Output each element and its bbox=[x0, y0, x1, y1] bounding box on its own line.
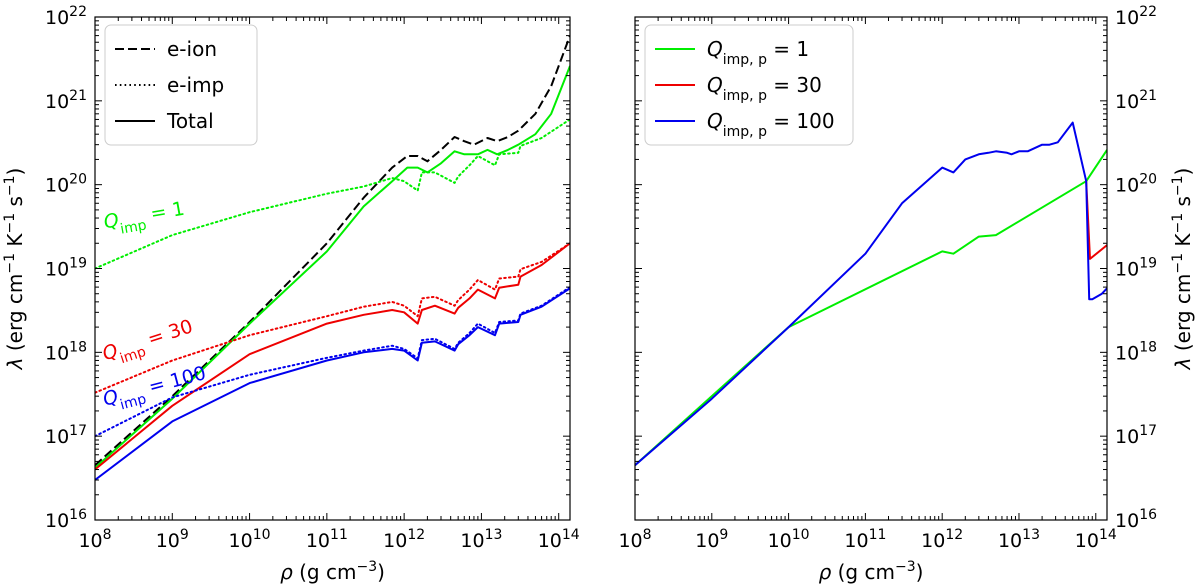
legend-label: Qimp, p = 1 bbox=[707, 37, 809, 68]
x-tick-label: 1012 bbox=[921, 527, 963, 552]
x-tick-label: 1014 bbox=[1075, 527, 1117, 552]
y-tick-label: 1018 bbox=[45, 339, 87, 364]
series-group bbox=[635, 121, 1107, 466]
series-line-total-2 bbox=[95, 65, 570, 469]
legend: Qimp, p = 1 Qimp, p = 30 Qimp, p = 100 bbox=[644, 24, 854, 146]
y-axis-label: λ (erg cm−1 K−1 s−1) bbox=[1170, 168, 1195, 371]
series-line-e-imp-5 bbox=[95, 286, 570, 438]
series-line-e-imp-1 bbox=[95, 118, 570, 270]
x-tick-label: 109 bbox=[695, 527, 728, 552]
curve-annotation: Qimp = 30 bbox=[100, 315, 198, 371]
y-tick-label: 1016 bbox=[1115, 507, 1157, 532]
axis-ticks bbox=[94, 16, 570, 521]
y-tick-label: 1020 bbox=[1115, 172, 1157, 197]
legend-box bbox=[104, 24, 258, 146]
y-axis-label: λ (erg cm−1 K−1 s−1) bbox=[2, 168, 27, 371]
series-line-total-6 bbox=[95, 287, 570, 481]
y-tick-label: 1016 bbox=[45, 507, 87, 532]
y-tick-label: 1018 bbox=[1115, 339, 1157, 364]
x-tick-label: 1013 bbox=[460, 527, 502, 552]
series-line-total-4 bbox=[95, 242, 570, 471]
y-tick-label: 1021 bbox=[45, 88, 87, 113]
x-tick-label: 1010 bbox=[229, 527, 271, 552]
legend: e-ion e-imp Total bbox=[104, 24, 258, 146]
x-tick-label: 1014 bbox=[538, 527, 580, 552]
y-tick-label: 1019 bbox=[45, 256, 87, 281]
plot-frame bbox=[634, 16, 1108, 521]
x-tick-label: 1011 bbox=[844, 527, 886, 552]
curve-annotation: Qimp = 100 bbox=[101, 362, 211, 417]
y-tick-label: 1020 bbox=[45, 172, 87, 197]
x-tick-label: 1011 bbox=[306, 527, 348, 552]
x-axis-label: ρ (g cm−3) bbox=[280, 559, 385, 584]
y-tick-label: 1019 bbox=[1115, 256, 1157, 281]
y-tick-label: 1017 bbox=[45, 423, 87, 448]
x-axis-label: ρ (g cm−3) bbox=[819, 559, 924, 584]
y-tick-label: 1022 bbox=[45, 4, 87, 29]
series-line-q-imp-p-100-2 bbox=[635, 121, 1107, 466]
legend-label: e-ion bbox=[167, 37, 217, 61]
x-tick-label: 1013 bbox=[998, 527, 1040, 552]
series-line-q-imp-p-1-0 bbox=[635, 149, 1107, 466]
x-tick-label: 108 bbox=[78, 527, 111, 552]
plot-frame bbox=[94, 16, 571, 521]
series-group bbox=[95, 35, 570, 481]
legend-label: Qimp, p = 30 bbox=[707, 73, 822, 104]
chart-panel-left: 108 109 1010 1011 1012 1013 1014 1016 1017 1018 10… bbox=[2, 4, 580, 584]
curve-annotation: Qimp = 1 bbox=[102, 198, 187, 241]
x-tick-label: 1012 bbox=[383, 527, 425, 552]
series-line-e-ion-0 bbox=[95, 35, 570, 466]
x-tick-label: 108 bbox=[618, 527, 651, 552]
x-tick-label: 1010 bbox=[768, 527, 810, 552]
legend-label: e-imp bbox=[167, 73, 224, 97]
y-tick-label: 1021 bbox=[1115, 88, 1157, 113]
legend-label: Total bbox=[166, 109, 214, 133]
y-tick-label: 1017 bbox=[1115, 423, 1157, 448]
x-tick-label: 109 bbox=[156, 527, 189, 552]
series-line-e-imp-3 bbox=[95, 242, 570, 394]
y-tick-label: 1022 bbox=[1115, 4, 1157, 29]
legend-label: Qimp, p = 100 bbox=[707, 109, 835, 140]
legend-box bbox=[644, 24, 854, 146]
